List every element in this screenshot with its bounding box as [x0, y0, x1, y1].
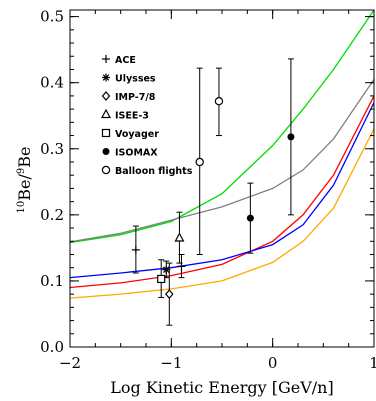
y-axis-label: 10Be/9Be — [15, 147, 34, 214]
x-axis-label: Log Kinetic Energy [GeV/n] — [110, 378, 333, 397]
legend-marker — [101, 165, 111, 175]
data-points — [131, 58, 295, 326]
point-marker — [287, 133, 295, 141]
series-line-4 — [69, 128, 375, 299]
legend-label: Balloon flights — [115, 166, 193, 177]
series-line-1 — [69, 79, 375, 243]
legend-label: Ulysses — [115, 74, 156, 85]
legend-marker — [102, 55, 110, 63]
series-line-0 — [69, 9, 375, 244]
x-tick-label: −1 — [160, 354, 182, 372]
legend-item-plus: ACE — [102, 55, 136, 66]
data-point-triangle-4 — [174, 211, 185, 264]
y-tick-label: 0.1 — [40, 272, 64, 290]
legend-label: ACE — [115, 55, 136, 66]
legend-label: ISEE-3 — [115, 111, 149, 122]
legend-label: ISOMAX — [115, 148, 158, 159]
y-tick-label: 0.5 — [40, 8, 64, 26]
point-marker — [195, 157, 204, 167]
y-tick-label: 0.4 — [40, 74, 64, 92]
legend-item-square: Voyager — [101, 128, 159, 140]
point-marker — [131, 245, 140, 254]
x-tick-label: −2 — [59, 354, 81, 372]
legend-marker — [101, 91, 111, 101]
data-point-filled-circle-8 — [246, 182, 254, 254]
y-tick-label: 0.3 — [40, 140, 64, 158]
model-curves — [69, 9, 375, 299]
axis-ticks: −2 −1 0 1 0.0 0.1 0.2 0.3 0.4 0.5 — [40, 8, 376, 372]
legend-item-filled-circle: ISOMAX — [102, 148, 158, 159]
y-axis-label-part-1: Be/ — [15, 174, 34, 201]
y-tick-label: 0.0 — [40, 338, 64, 356]
y-axis-label-sup-1: 10 — [16, 201, 27, 214]
legend-marker — [102, 73, 110, 82]
point-marker — [214, 96, 224, 106]
x-tick-label: 1 — [369, 354, 376, 372]
y-axis-label-part-2: Be — [15, 147, 34, 168]
legend-item-triangle: ISEE-3 — [101, 108, 149, 122]
data-point-open-circle-7 — [214, 67, 224, 137]
legend-item-open-circle: Balloon flights — [101, 165, 193, 177]
legend-marker — [102, 148, 110, 155]
data-point-square-5 — [157, 259, 166, 298]
legend-item-star: Ulysses — [102, 73, 156, 85]
point-marker — [246, 214, 254, 222]
series-line-3 — [69, 102, 375, 279]
x-tick-label: 0 — [268, 354, 278, 372]
data-point-open-circle-6 — [195, 67, 204, 255]
legend: ACE Ulysses IMP-7/8 ISEE-3 Voyager ISOMAX Ball… — [101, 55, 193, 177]
legend-marker — [101, 128, 111, 138]
legend-item-diamond: IMP-7/8 — [101, 91, 156, 103]
point-marker — [165, 289, 174, 300]
point-marker — [174, 232, 185, 242]
data-point-diamond-3 — [165, 262, 174, 326]
data-point-plus-0 — [131, 225, 140, 274]
y-axis-label-sup-2: 9 — [16, 168, 27, 174]
legend-marker — [101, 108, 111, 119]
point-marker — [177, 262, 186, 271]
data-point-filled-circle-9 — [287, 58, 295, 216]
y-tick-label: 0.2 — [40, 206, 64, 224]
legend-label: IMP-7/8 — [115, 92, 156, 103]
legend-label: Voyager — [115, 129, 159, 140]
point-marker — [157, 274, 166, 284]
data-point-star-2 — [162, 260, 171, 279]
